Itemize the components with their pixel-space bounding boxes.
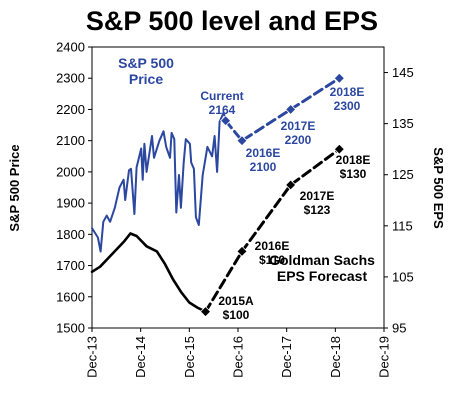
right-tick-label: 95 <box>392 321 406 336</box>
left-tick-label: 2000 <box>56 164 85 179</box>
chart-title: S&P 500 level and EPS <box>86 6 378 36</box>
annotation-e2017-line-1: $123 <box>304 203 331 217</box>
series-marker-3-3 <box>333 143 345 155</box>
annotation-price-label-line-1: Price <box>129 71 163 87</box>
right-tick-label: 115 <box>392 218 413 233</box>
annotation-current-line-0: Current <box>200 89 243 103</box>
series-line-2 <box>90 232 207 313</box>
series-line-0 <box>91 111 227 253</box>
x-tick-label: Dec-16 <box>231 336 246 378</box>
left-tick-label: 1700 <box>56 258 85 273</box>
left-tick-label: 1500 <box>56 321 85 336</box>
left-tick-label: 1900 <box>56 196 85 211</box>
x-tick-label: Dec-13 <box>85 336 100 378</box>
x-tick-label: Dec-17 <box>279 336 294 378</box>
series-line-1 <box>224 76 341 143</box>
annotation-e2016-line-1: $110 <box>259 253 285 267</box>
series-layer <box>90 76 341 314</box>
x-axis: Dec-13 Dec-14 Dec-15 Dec-16 Dec-17 Dec-18 Dec-… <box>85 328 392 378</box>
annotation-e2015-line-1: $100 <box>223 308 250 322</box>
right-tick-label: 105 <box>392 269 414 284</box>
right-tick-label: 145 <box>392 65 414 80</box>
x-tick-label: Dec-14 <box>133 336 148 378</box>
left-tick-label: 2400 <box>56 40 85 55</box>
left-tick-label: 2200 <box>56 102 85 117</box>
series-marker-3-1 <box>236 245 248 257</box>
annotation-p2017-line-0: 2017E <box>281 119 316 133</box>
series-marker-3-0 <box>199 306 212 318</box>
x-tick-label: Dec-18 <box>328 336 343 378</box>
annotation-p2017-line-1: 2200 <box>285 133 312 147</box>
series-marker-1-0 <box>220 115 232 127</box>
annotation-e2018-line-1: $130 <box>340 167 367 181</box>
marker-layer <box>199 72 345 318</box>
annotation-p2018-line-1: 2300 <box>334 99 361 113</box>
annotation-gs-line-0: Goldman Sachs <box>269 252 375 268</box>
series-line-3 <box>204 147 341 314</box>
annotation-layer: S&P 500PriceCurrent21642016E21002017E220… <box>118 55 375 322</box>
left-tick-label: 2300 <box>56 71 85 86</box>
right-tick-label: 135 <box>392 116 414 131</box>
annotation-current-line-1: 2164 <box>209 103 236 117</box>
series-marker-1-2 <box>285 103 297 116</box>
annotation-price-label-line-0: S&P 500 <box>118 55 174 71</box>
right-axis-title: S&P 500 EPS <box>431 147 446 229</box>
left-axis: 1500 1600 1700 1800 1900 2000 2100 2200 2300 2400 <box>56 40 92 336</box>
right-tick-label: 125 <box>392 167 414 182</box>
series-marker-1-1 <box>236 135 248 147</box>
annotation-p2016-line-1: 2100 <box>250 160 277 174</box>
annotation-e2015-line-0: 2015A <box>218 294 254 308</box>
left-tick-label: 1800 <box>56 227 85 242</box>
left-axis-title: S&P 500 Price <box>7 144 22 231</box>
left-tick-label: 2100 <box>56 133 85 148</box>
series-marker-3-2 <box>285 179 297 191</box>
annotation-e2018-line-0: 2018E <box>336 153 371 167</box>
annotation-p2016-line-0: 2016E <box>246 146 281 160</box>
annotation-p2018-line-0: 2018E <box>330 85 365 99</box>
right-axis: 95 105 115 125 135 145 <box>384 65 414 336</box>
x-tick-label: Dec-19 <box>377 336 392 378</box>
annotation-gs-line-1: EPS Forecast <box>277 268 368 284</box>
left-tick-label: 1600 <box>56 289 85 304</box>
series-marker-1-3 <box>333 72 345 84</box>
annotation-e2017-line-0: 2017E <box>300 189 335 203</box>
x-tick-label: Dec-15 <box>182 336 197 378</box>
annotation-e2016-line-0: 2016E <box>255 239 290 253</box>
